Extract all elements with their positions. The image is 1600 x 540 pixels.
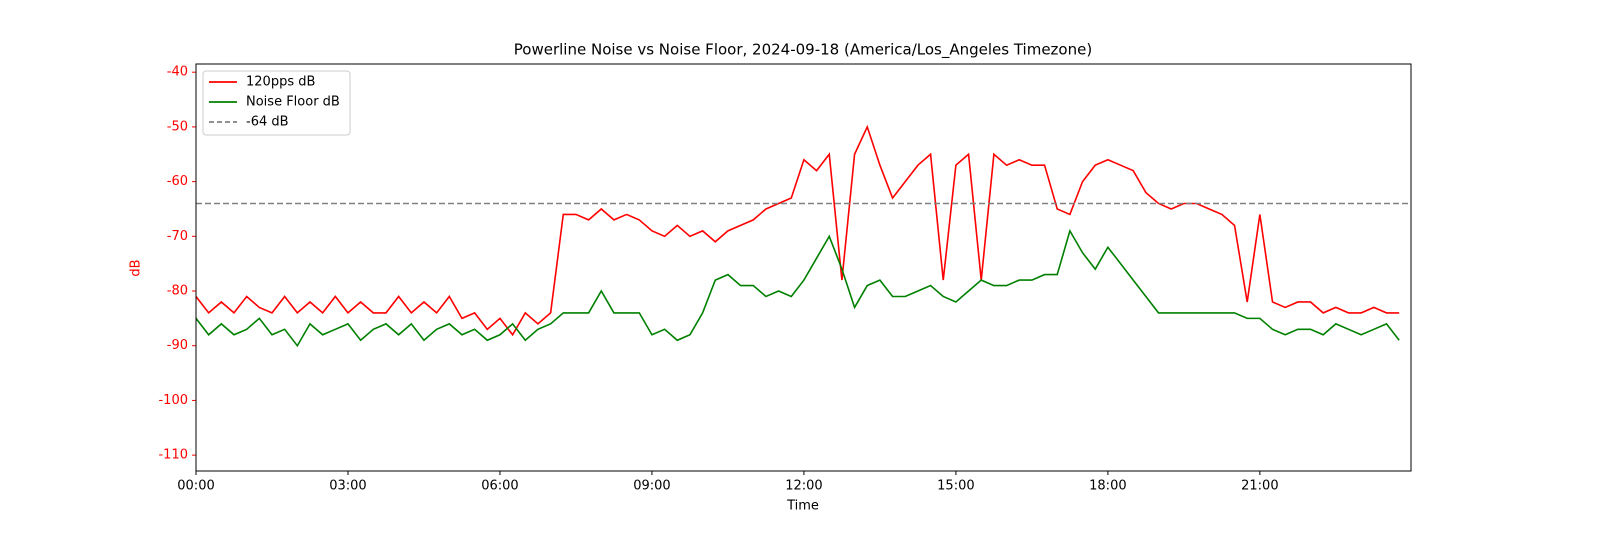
series-line <box>195 124 1400 337</box>
y-axis-label: dB <box>129 259 144 276</box>
y-tick-label: -110 <box>158 448 188 463</box>
x-tick-label: 03:00 <box>329 479 366 494</box>
y-tick-label: -50 <box>167 119 188 134</box>
series-line <box>195 228 1400 348</box>
legend-label: -64 dB <box>246 115 289 130</box>
y-tick-label: -80 <box>167 284 188 299</box>
legend-label: Noise Floor dB <box>246 95 340 110</box>
plot-frame <box>195 63 1412 472</box>
x-tick-label: 06:00 <box>481 479 518 494</box>
y-tick-label: -100 <box>158 393 188 408</box>
y-tick-label: -60 <box>167 174 188 189</box>
y-tick-label: -70 <box>167 229 188 244</box>
y-tick-label: -90 <box>167 338 188 353</box>
x-tick-label: 12:00 <box>785 479 822 494</box>
legend-label: 120pps dB <box>246 75 315 90</box>
x-tick-label: 15:00 <box>937 479 974 494</box>
x-axis-label: Time <box>786 499 819 514</box>
y-tick-label: -40 <box>167 65 188 80</box>
legend-box <box>202 70 351 136</box>
x-tick-label: 09:00 <box>633 479 670 494</box>
x-tick-label: 21:00 <box>1241 479 1278 494</box>
chart-title: Powerline Noise vs Noise Floor, 2024-09-… <box>514 41 1092 60</box>
x-tick-label: 18:00 <box>1089 479 1126 494</box>
x-tick-label: 00:00 <box>177 479 214 494</box>
